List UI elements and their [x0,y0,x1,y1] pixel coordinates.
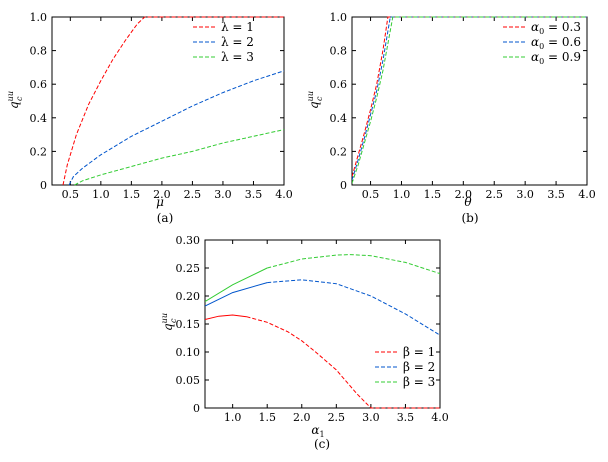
x-tick-label: 4.0 [275,188,293,201]
x-tick-label: 2.5 [328,411,346,424]
series-line-dashed [267,254,440,275]
legend-entry: β = 1 [403,345,435,359]
x-tick-label: 3.0 [214,188,232,201]
legend-entry: λ = 3 [221,50,254,64]
panel-label: (a) [157,211,174,225]
series-line [68,70,284,186]
y-tick-label: 0.6 [30,78,48,91]
y-tick-label: 0 [40,179,47,192]
legend-entry: β = 2 [403,360,435,374]
y-tick-label: 0.8 [30,45,48,58]
series-line [352,16,587,181]
series-line [352,16,587,184]
x-tick-label: 2.0 [153,188,171,201]
x-tick-label: 3.5 [397,411,415,424]
x-tick-label: 1.0 [224,411,242,424]
x-axis-label: θ [464,195,472,209]
x-axis-label: μ [156,195,164,209]
y-axis-label: quuc [306,91,324,109]
x-tick-label: 4.0 [431,411,449,424]
y-tick-label: 0.8 [330,45,348,58]
series-line-dashed [246,316,440,409]
legend-entry: β = 3 [403,375,435,389]
y-tick-label: 0.25 [176,262,201,275]
panel-label: (c) [314,437,330,451]
y-tick-label: 0.4 [330,112,348,125]
y-tick-label: 0.20 [176,290,201,303]
y-tick-label: 0.4 [30,112,48,125]
series-line-dashed [267,279,440,336]
chart-panel-1: 0.5 1.0 1.5 2.0 2.5 3.0 3.5 4.0 0 0.2 0.4 0.6 0.8 1.0… [6,11,293,225]
x-tick-label: 1.5 [258,411,276,424]
x-tick-label: 2.5 [485,188,503,201]
x-tick-label: 3.5 [547,188,565,201]
series-line [74,129,284,186]
chart-panel-2: 0.5 1.0 1.5 2.0 2.5 3.0 3.5 4.0 0 0.2 0.4 0.6 0.8 1.0… [306,11,596,225]
series-line-solid [205,282,268,307]
x-tick-label: 1.0 [92,188,110,201]
series-line-solid [205,267,268,303]
y-tick-label: 0.2 [30,145,48,158]
chart-panel-3: 1.0 1.5 2.0 2.5 3.0 3.5 4.0 0 0.05 0.10 0.15 0.20 0.… [160,234,449,451]
x-tick-label: 1.5 [123,188,141,201]
legend-entry: λ = 1 [221,20,254,34]
legend-entry: λ = 2 [221,35,254,49]
legend-entry: α0 = 0.9 [531,50,581,66]
y-tick-label: 0.2 [330,145,348,158]
series-line [62,16,284,186]
x-tick-label: 2.0 [293,411,311,424]
y-tick-label: 0.15 [176,318,201,331]
y-tick-label: 1.0 [330,11,348,24]
y-axis-label: quuc [6,91,24,109]
x-tick-label: 1.0 [393,188,411,201]
x-tick-label: 0.5 [62,188,80,201]
y-tick-label: 0.30 [176,234,201,247]
x-tick-label: 3.0 [362,411,380,424]
y-tick-label: 1.0 [30,11,48,24]
x-tick-label: 1.5 [424,188,442,201]
x-tick-label: 3.0 [516,188,534,201]
panel-label: (b) [461,211,478,225]
x-tick-label: 4.0 [578,188,596,201]
y-tick-label: 0 [193,402,200,415]
y-tick-label: 0.05 [176,374,201,387]
y-tick-label: 0.10 [176,346,201,359]
x-tick-label: 2.0 [455,188,473,201]
y-tick-label: 0 [340,179,347,192]
x-tick-label: 2.5 [184,188,202,201]
y-tick-label: 0.6 [330,78,348,91]
series-line-solid [205,314,247,320]
x-tick-label: 3.5 [245,188,263,201]
x-tick-label: 0.5 [362,188,380,201]
legend-entry: α0 = 0.3 [531,20,581,36]
legend-entry: α0 = 0.6 [531,35,581,51]
